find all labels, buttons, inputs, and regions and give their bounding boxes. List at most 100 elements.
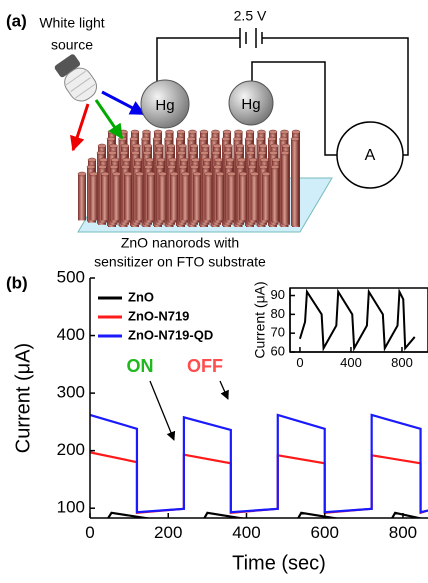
nanorod-top bbox=[158, 171, 167, 177]
x-tick-label: 200 bbox=[154, 523, 182, 542]
light-ray bbox=[70, 103, 90, 152]
nanorod-top bbox=[97, 143, 107, 149]
nanorod-top bbox=[280, 150, 290, 156]
annotation-arrow bbox=[219, 380, 229, 400]
nanorod-top bbox=[112, 171, 121, 177]
electrode bbox=[140, 79, 190, 129]
nanorod bbox=[124, 174, 132, 221]
ammeter-label: A bbox=[365, 147, 376, 164]
panel-label: (b) bbox=[6, 273, 28, 292]
nanorod-top bbox=[89, 171, 98, 177]
nanorod-top bbox=[199, 129, 209, 135]
nanorod-top bbox=[225, 157, 235, 163]
nanorod-top bbox=[271, 157, 281, 163]
nanorod bbox=[101, 174, 109, 221]
y-tick-label: 70 bbox=[271, 325, 285, 340]
nanorod-top bbox=[122, 157, 131, 163]
nanorod-top bbox=[142, 129, 151, 135]
nanorod-top bbox=[121, 164, 130, 170]
bulb bbox=[54, 54, 98, 102]
nanorod bbox=[112, 174, 121, 221]
nanorod-top bbox=[211, 129, 220, 135]
nanorod bbox=[204, 174, 213, 221]
nanorod-top bbox=[98, 164, 107, 170]
nanorod-top bbox=[259, 164, 268, 170]
nanorod-top bbox=[247, 143, 256, 149]
legend-label: ZnO-N719-QD bbox=[128, 327, 213, 342]
y-tick-label: 60 bbox=[271, 343, 285, 358]
nanorod bbox=[250, 174, 259, 221]
x-tick-label: 800 bbox=[389, 523, 417, 542]
nanorod-top bbox=[131, 150, 140, 156]
nanorod-top bbox=[200, 150, 209, 156]
nanorod-top bbox=[109, 164, 119, 170]
panel-label: (a) bbox=[6, 11, 27, 30]
nanorod bbox=[147, 174, 155, 221]
nanorod-top bbox=[246, 150, 255, 156]
nanorod bbox=[135, 174, 144, 221]
nanorod-top bbox=[270, 143, 279, 149]
y-tick-label: 80 bbox=[271, 306, 285, 321]
nanorod-top bbox=[210, 136, 219, 142]
nanorod bbox=[271, 167, 279, 222]
nanorod-top bbox=[152, 136, 162, 142]
nanorod-top bbox=[261, 171, 271, 177]
nanorod-top bbox=[245, 129, 255, 135]
nanorod-top bbox=[119, 129, 128, 135]
nanorod-top bbox=[155, 164, 165, 170]
nanorod-top bbox=[235, 143, 245, 149]
y-tick-label: 100 bbox=[57, 498, 85, 517]
nanorod-top bbox=[155, 143, 164, 149]
series-line bbox=[90, 451, 428, 515]
nanorod-top bbox=[181, 171, 190, 177]
nanorod-top bbox=[256, 136, 265, 142]
series-line bbox=[106, 511, 424, 518]
nanorod-top bbox=[86, 164, 96, 170]
light-ray bbox=[101, 90, 146, 116]
electrode-label: Hg bbox=[241, 96, 260, 113]
nanorod-top bbox=[234, 129, 243, 135]
nanorod-top bbox=[130, 129, 140, 135]
nanorod-top bbox=[166, 143, 176, 149]
nanorods bbox=[77, 129, 301, 227]
nanorod bbox=[181, 174, 190, 221]
nanorod-top bbox=[146, 171, 156, 177]
nanorod-top bbox=[129, 136, 139, 142]
nanorod-top bbox=[133, 157, 143, 163]
nanorod-top bbox=[258, 143, 268, 149]
nanorod-top bbox=[100, 171, 110, 177]
light-ray bbox=[94, 99, 124, 140]
nanorod-top bbox=[250, 171, 259, 177]
legend-label: ZnO bbox=[128, 289, 154, 304]
nanorod bbox=[281, 153, 289, 224]
x-tick-label: 0 bbox=[296, 355, 303, 370]
nanorod-top bbox=[201, 164, 211, 170]
nanorod-top bbox=[227, 171, 236, 177]
nanorod-top bbox=[244, 136, 254, 142]
nanorod bbox=[89, 174, 98, 221]
nanorod-top bbox=[224, 143, 233, 149]
series-line bbox=[298, 288, 416, 352]
nanorod-top bbox=[269, 150, 278, 156]
nanorod-top bbox=[187, 136, 196, 142]
nanorod-top bbox=[165, 129, 174, 135]
electrode-label: Hg bbox=[155, 97, 174, 114]
nanorod-top bbox=[201, 143, 210, 149]
nanorod-top bbox=[270, 164, 280, 170]
nanorod-top bbox=[167, 164, 176, 170]
y-tick-label: 300 bbox=[57, 383, 85, 402]
y-tick-label: 90 bbox=[271, 287, 285, 302]
series-group bbox=[90, 413, 428, 518]
nanorod-top bbox=[169, 171, 179, 177]
nanorod-top bbox=[211, 150, 221, 156]
nanorod-top bbox=[175, 136, 185, 142]
nanorod-top bbox=[257, 150, 267, 156]
x-tick-label: 600 bbox=[311, 523, 339, 542]
nanorod-top bbox=[144, 164, 153, 170]
nanorod-top bbox=[132, 143, 141, 149]
nanorod-top bbox=[168, 157, 177, 163]
y-tick-label: 200 bbox=[57, 440, 85, 459]
nanorod-top bbox=[120, 143, 130, 149]
